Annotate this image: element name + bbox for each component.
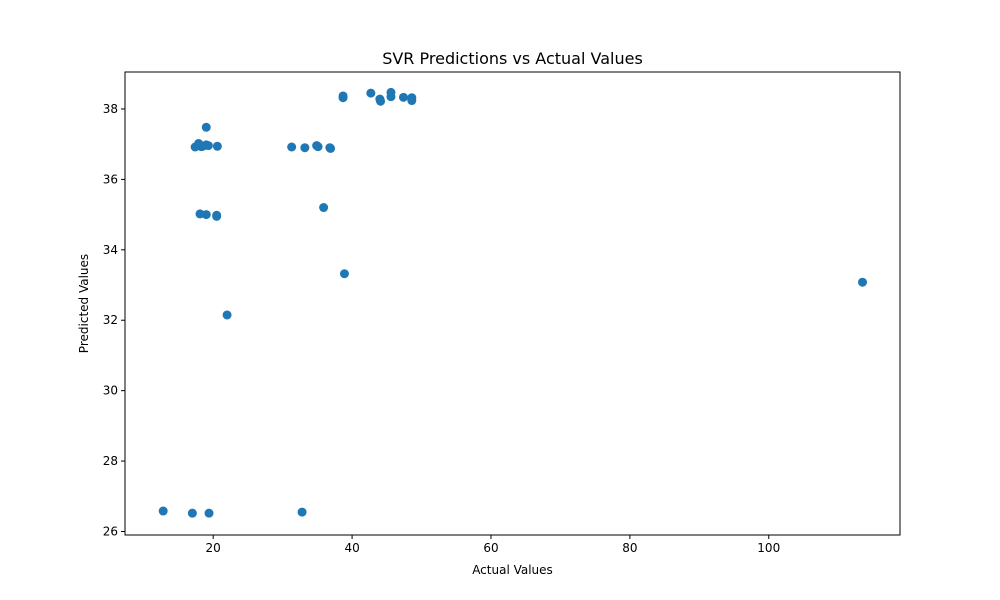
x-tick-label: 40 — [344, 541, 359, 555]
y-axis-ticks: 26 28 30 32 34 36 38 — [103, 102, 125, 538]
data-point — [386, 92, 396, 102]
data-point — [204, 508, 214, 518]
x-tick-label: 60 — [483, 541, 498, 555]
data-point — [201, 210, 211, 220]
data-point — [297, 507, 307, 517]
data-point — [376, 96, 386, 106]
chart-title: SVR Predictions vs Actual Values — [382, 49, 643, 68]
data-point — [287, 142, 297, 152]
data-point — [858, 277, 867, 287]
data-point — [212, 211, 222, 221]
data-point — [326, 143, 336, 153]
data-point — [313, 142, 323, 152]
data-point — [158, 506, 168, 516]
data-point — [319, 203, 329, 213]
data-point — [339, 269, 349, 279]
x-axis-ticks: 20 40 60 80 100 — [206, 535, 780, 555]
y-tick-label: 28 — [103, 454, 118, 468]
data-points — [158, 87, 867, 518]
data-point — [366, 88, 376, 98]
data-point — [203, 141, 213, 151]
data-point — [407, 96, 417, 106]
y-tick-label: 30 — [103, 384, 118, 398]
x-tick-label: 80 — [622, 541, 637, 555]
x-tick-label: 100 — [757, 541, 780, 555]
plot-frame — [124, 71, 901, 536]
y-tick-label: 32 — [103, 313, 118, 327]
y-tick-label: 34 — [103, 243, 118, 257]
y-tick-label: 36 — [103, 172, 118, 186]
data-point — [300, 143, 310, 153]
y-tick-label: 38 — [103, 102, 118, 116]
data-point — [338, 93, 348, 103]
data-point — [222, 310, 232, 320]
y-tick-label: 26 — [103, 524, 118, 538]
data-point — [398, 92, 408, 102]
x-tick-label: 20 — [206, 541, 221, 555]
data-point — [212, 141, 222, 151]
x-axis-label: Actual Values — [472, 563, 553, 577]
data-point — [187, 508, 197, 518]
y-axis-label: Predicted Values — [77, 254, 91, 353]
data-point — [201, 122, 211, 132]
